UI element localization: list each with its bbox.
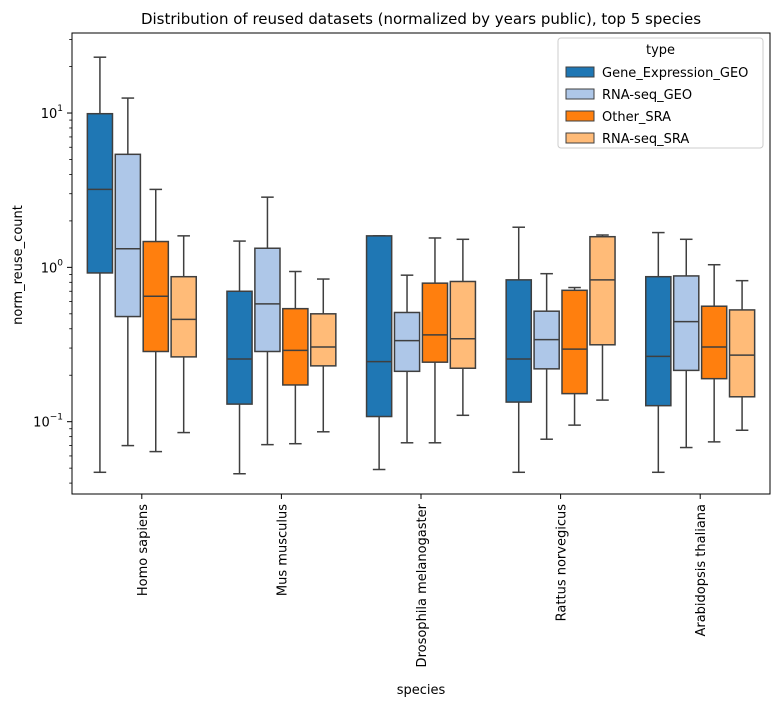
legend: type Gene_Expression_GEO RNA-seq_GEO Other_… (557, 37, 764, 149)
box-Other_SRA-Arabidopsis-thaliana (700, 263, 728, 443)
box-body (309, 313, 337, 367)
box-Gene_Expression_GEO-Arabidopsis-thaliana (645, 231, 672, 474)
box-body (728, 309, 756, 398)
legend-swatch (565, 66, 595, 78)
y-axis: 10−1 100 101 (33, 38, 72, 484)
box-body (505, 279, 533, 403)
x-tick-label: Rattus norvegicus (555, 504, 570, 622)
box-RNA-seq_GEO-Arabidopsis-thaliana (672, 238, 700, 449)
box-Gene_Expression_GEO-Mus-musculus (226, 240, 253, 475)
y-tick-label: 100 (41, 258, 64, 276)
box-RNA-seq_SRA-Rattus-norvegicus (589, 234, 616, 401)
legend-label: Other_SRA (602, 110, 671, 125)
legend-label: Gene_Expression_GEO (602, 66, 748, 81)
box-body (170, 275, 197, 358)
x-tick-label: Homo sapiens (136, 504, 151, 596)
y-tick-label: 10−1 (33, 413, 63, 431)
legend-title: type (646, 43, 675, 58)
legend-item: RNA-seq_SRA (565, 132, 689, 147)
box-RNA-seq_SRA-Drosophila-melanogaster (449, 238, 477, 417)
x-axis-label: species (397, 683, 446, 698)
box-Other_SRA-Mus-musculus (282, 270, 309, 445)
box-body (226, 290, 253, 405)
legend-frame (557, 37, 764, 149)
box-body (393, 311, 421, 373)
x-tick-label: Arabidopsis thaliana (694, 504, 709, 637)
box-body (86, 112, 114, 274)
box-body (672, 275, 700, 372)
box-RNA-seq_GEO-Rattus-norvegicus (533, 272, 560, 440)
box-Other_SRA-Drosophila-melanogaster (421, 237, 449, 444)
x-tick-label: Mus musculus (275, 504, 290, 596)
box-body (114, 153, 142, 318)
legend-swatch (565, 132, 595, 144)
box-Gene_Expression_GEO-Rattus-norvegicus (505, 226, 533, 474)
legend-item: RNA-seq_GEO (565, 88, 692, 103)
plot-area (71, 32, 771, 495)
legend-swatch (565, 88, 595, 100)
box-body (561, 289, 588, 395)
x-tick-label: Drosophila melanogaster (415, 503, 430, 667)
box-RNA-seq_GEO-Drosophila-melanogaster (393, 274, 421, 444)
x-axis: Homo sapiens Mus musculus Drosophila melan… (136, 494, 709, 667)
legend-label: RNA-seq_GEO (602, 88, 692, 103)
box-body (254, 247, 281, 353)
box-body (365, 235, 393, 418)
box-RNA-seq_GEO-Mus-musculus (254, 196, 281, 446)
legend-swatch (565, 110, 595, 122)
y-axis-label: norm_reuse_count (11, 205, 26, 325)
box-Gene_Expression_GEO-Drosophila-melanogaster (365, 235, 393, 471)
box-RNA-seq_SRA-Mus-musculus (309, 278, 337, 433)
box-RNA-seq_GEO-Homo-sapiens (114, 97, 142, 447)
box-body (589, 235, 616, 346)
legend-label: RNA-seq_SRA (602, 132, 689, 147)
box-body (449, 280, 477, 369)
box-body (645, 275, 672, 407)
box-Other_SRA-Homo-sapiens (142, 188, 170, 453)
box-body (700, 305, 728, 380)
legend-item: Other_SRA (565, 110, 671, 125)
y-tick-label: 101 (41, 104, 63, 122)
legend-item: Gene_Expression_GEO (565, 66, 748, 81)
box-Gene_Expression_GEO-Homo-sapiens (86, 56, 114, 474)
box-body (282, 307, 309, 386)
box-Other_SRA-Rattus-norvegicus (561, 286, 588, 426)
box-RNA-seq_SRA-Arabidopsis-thaliana (728, 279, 756, 432)
chart-title: Distribution of reused datasets (normali… (141, 10, 701, 28)
box-RNA-seq_SRA-Homo-sapiens (170, 235, 197, 434)
box-body (421, 282, 449, 363)
